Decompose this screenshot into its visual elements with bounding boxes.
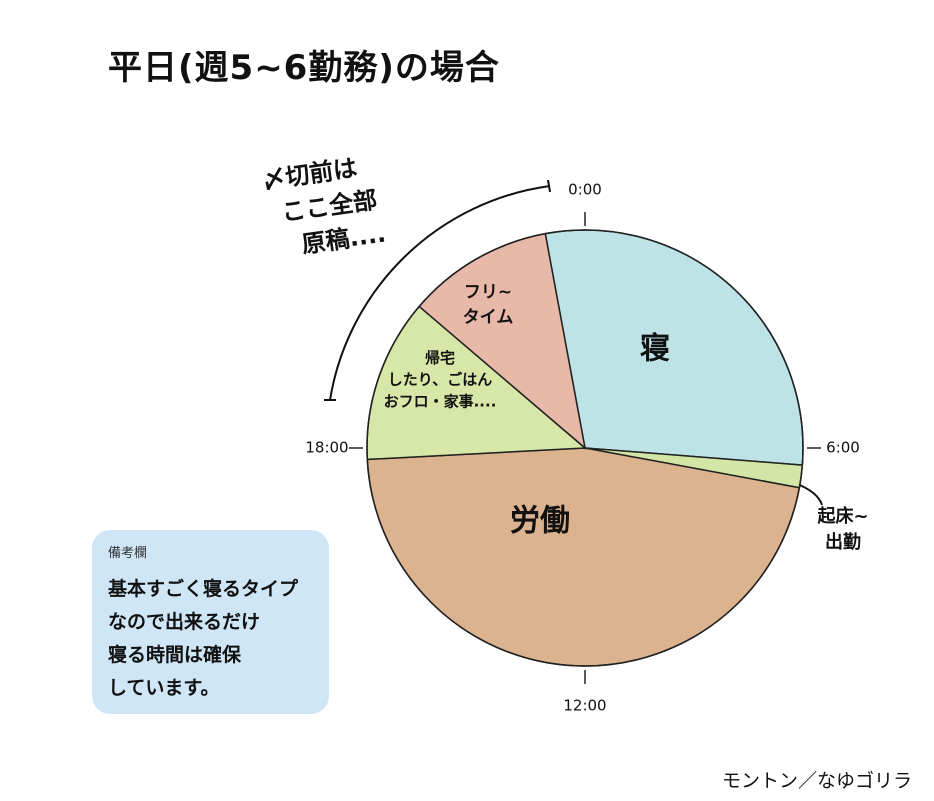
slice-label: フリ~ — [464, 283, 512, 303]
note-box: 備考欄 基本すごく寝るタイプ なので出来るだけ 寝る時間は確保 しています。 — [92, 530, 329, 714]
slice-label: 寝 — [640, 332, 670, 367]
slice-label: したり、ごはん — [388, 371, 492, 389]
chart-title: 平日(週5~6勤務)の場合 — [108, 48, 500, 88]
note-body: 基本すごく寝るタイプ なので出来るだけ 寝る時間は確保 しています。 — [108, 573, 313, 705]
slice-label: おフロ・家事.... — [384, 392, 497, 410]
note-line: 基本すごく寝るタイプ — [108, 578, 299, 600]
pie-slice — [366, 447, 801, 667]
note-line: なので出来るだけ — [108, 611, 261, 633]
slice-label: 帰宅 — [425, 349, 455, 367]
tick-label: 0:00 — [568, 181, 602, 199]
annotation-arc — [329, 185, 551, 401]
arc-end — [547, 179, 551, 193]
pie-slice — [544, 229, 804, 466]
outline — [366, 229, 804, 667]
slice-label: 起床~ — [816, 505, 868, 527]
slice-label: 出勤 — [825, 531, 861, 553]
note-heading: 備考欄 — [108, 546, 148, 561]
note-line: しています。 — [108, 677, 220, 699]
credit: モントン／なゆゴリラ — [721, 770, 912, 792]
slice-label: 労働 — [510, 504, 570, 539]
annotation: 原稿.... — [300, 219, 388, 258]
tick-label: 12:00 — [563, 697, 606, 715]
annotation: ここ全部 — [280, 186, 379, 227]
annotation: 〆切前は — [260, 154, 359, 195]
tick-label: 6:00 — [826, 439, 860, 457]
note-line: 寝る時間は確保 — [108, 644, 242, 666]
tick-label: 18:00 — [305, 439, 348, 457]
slice-label: タイム — [463, 307, 514, 327]
